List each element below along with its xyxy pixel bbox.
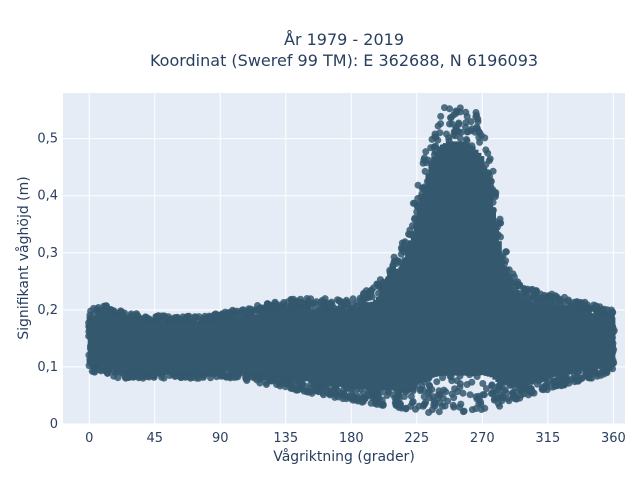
chart-title-line2: Koordinat (Sweref 99 TM): E 362688, N 61…: [150, 51, 538, 70]
data-point: [496, 402, 504, 410]
data-point: [409, 398, 417, 406]
data-point: [532, 287, 540, 295]
data-point: [434, 136, 442, 144]
data-point: [456, 134, 464, 142]
data-point: [492, 189, 500, 197]
data-point: [467, 118, 475, 126]
data-point: [185, 312, 193, 320]
data-point: [379, 401, 387, 409]
data-point: [459, 389, 467, 397]
data-point: [428, 386, 436, 393]
data-point: [433, 378, 441, 386]
data-point: [456, 380, 464, 388]
chart-title-line1: År 1979 - 2019: [284, 30, 404, 49]
data-point: [437, 120, 445, 128]
data-point: [456, 108, 464, 116]
data-point: [460, 407, 468, 415]
data-point: [463, 113, 471, 120]
data-points: [85, 104, 618, 416]
data-point: [484, 149, 492, 157]
data-point: [114, 374, 122, 382]
data-point: [448, 377, 456, 385]
data-point: [482, 385, 490, 393]
data-point: [435, 408, 443, 416]
data-point: [442, 388, 450, 396]
data-point: [530, 389, 538, 397]
data-point: [474, 115, 482, 123]
data-point: [449, 401, 457, 409]
data-point: [437, 112, 445, 120]
data-point: [431, 402, 439, 410]
data-point: [421, 400, 429, 408]
data-point: [436, 129, 444, 137]
data-point: [505, 397, 513, 405]
data-point: [488, 382, 496, 390]
data-point: [422, 148, 430, 156]
data-point: [480, 391, 488, 399]
data-point: [160, 374, 168, 382]
data-point: [481, 404, 489, 412]
data-point: [477, 398, 485, 406]
data-point: [446, 105, 454, 113]
data-point: [450, 394, 458, 402]
data-point: [466, 391, 474, 399]
data-point: [501, 386, 509, 394]
data-point: [486, 155, 494, 163]
data-point: [479, 380, 487, 387]
data-point: [502, 248, 510, 256]
data-point: [455, 120, 463, 128]
data-point: [457, 128, 465, 136]
data-point: [421, 167, 429, 175]
data-point: [468, 378, 476, 386]
data-point: [444, 397, 452, 405]
data-point: [489, 167, 497, 175]
data-point: [481, 134, 489, 142]
data-point: [150, 373, 158, 381]
data-point: [476, 138, 484, 146]
